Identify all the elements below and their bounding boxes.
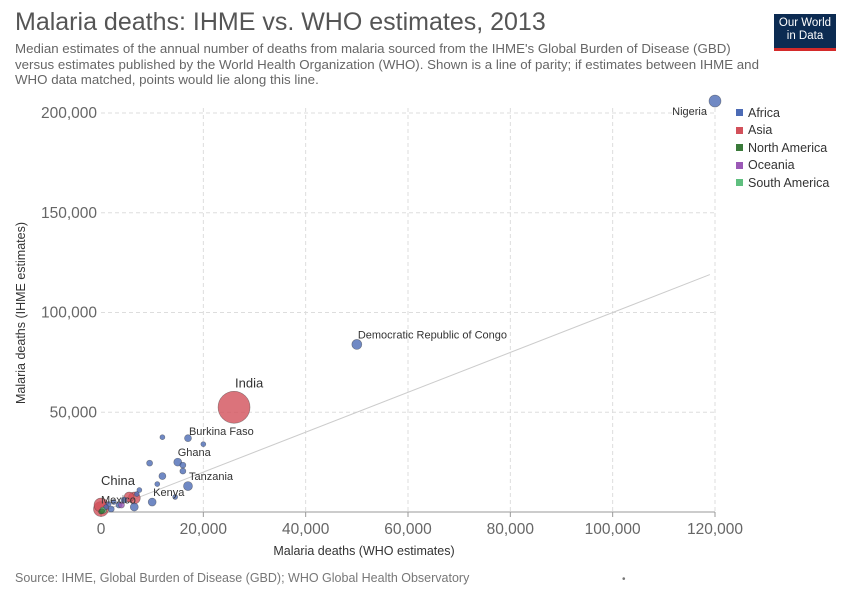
data-point[interactable] [107,505,115,513]
x-tick-label: 60,000 [384,521,432,538]
legend-label: North America [748,140,828,155]
x-tick-label: 80,000 [487,521,535,538]
point-label: Ghana [178,447,212,459]
legend-swatch [736,144,743,152]
legend-label: Asia [748,123,773,138]
data-point[interactable] [136,487,143,493]
logo-line-2: in Data [786,30,824,42]
y-tick-label: 200,000 [41,105,97,122]
point-label: India [235,375,264,390]
point-labels: Nigeria Democratic Republic of Congo India… [101,106,708,507]
data-point[interactable] [184,434,192,442]
x-tick-label: 20,000 [180,521,228,538]
legend-swatch [736,161,743,169]
data-point[interactable] [99,508,105,515]
footer-mark: • [622,574,626,585]
point-label: Mexico [101,495,136,507]
data-point[interactable] [179,467,187,475]
data-point[interactable] [134,491,140,497]
point-label: Burkina Faso [189,426,254,438]
x-axis-title: Malaria deaths (WHO estimates) [273,544,454,558]
data-point[interactable] [159,434,166,440]
point-label: Tanzania [189,471,234,483]
legend-item[interactable]: Africa [736,104,829,122]
chart-title: Malaria deaths: IHME vs. WHO estimates, … [15,8,546,36]
legend-label: South America [748,175,830,190]
data-point[interactable] [200,441,207,447]
data-point[interactable] [172,494,178,500]
legend-item[interactable]: South America [736,174,829,192]
point-label: Nigeria [672,106,708,118]
logo-line-1: Our World [778,17,832,29]
data-point[interactable] [129,502,139,512]
legend-swatch [736,109,743,117]
y-tick-label: 150,000 [41,205,97,222]
data-point[interactable] [158,472,167,480]
data-point[interactable] [110,499,117,505]
x-tick-label: 0 [97,521,106,538]
legend-swatch [736,179,743,187]
data-point[interactable] [154,481,161,487]
point-label: China [101,473,136,488]
x-tick-label: 120,000 [687,521,743,538]
x-tick-label: 40,000 [282,521,330,538]
data-point[interactable] [147,497,157,507]
data-point[interactable] [217,390,251,424]
y-tick-label: 50,000 [50,404,98,421]
legend-item[interactable]: Oceania [736,157,829,175]
source-note: Source: IHME, Global Burden of Disease (… [15,571,470,585]
chart-subtitle: Median estimates of the annual number of… [15,41,759,87]
data-point[interactable] [118,501,125,509]
data-point[interactable] [179,461,187,469]
owid-logo[interactable]: Our World in Data [774,14,836,51]
y-axis-title: Malaria deaths (IHME estimates) [14,222,28,404]
axes: 50,000 100,000 150,000 200,000 0 20,000 40,000… [41,105,743,538]
x-tick-label: 100,000 [585,521,641,538]
parity-line [100,274,711,513]
legend: Africa Asia North America Oceania South Amer… [736,104,829,192]
y-tick-label: 100,000 [41,305,97,322]
point-label: Democratic Republic of Congo [358,329,507,341]
data-points [93,94,722,517]
data-point[interactable] [708,94,722,108]
legend-item[interactable]: Asia [736,122,829,140]
data-point[interactable] [351,339,363,350]
legend-label: Oceania [748,158,795,173]
legend-swatch [736,126,743,134]
data-point[interactable] [146,459,153,467]
data-point[interactable] [183,481,193,491]
point-label: Kenya [153,487,185,499]
legend-item[interactable]: North America [736,139,829,157]
legend-label: Africa [748,105,780,120]
